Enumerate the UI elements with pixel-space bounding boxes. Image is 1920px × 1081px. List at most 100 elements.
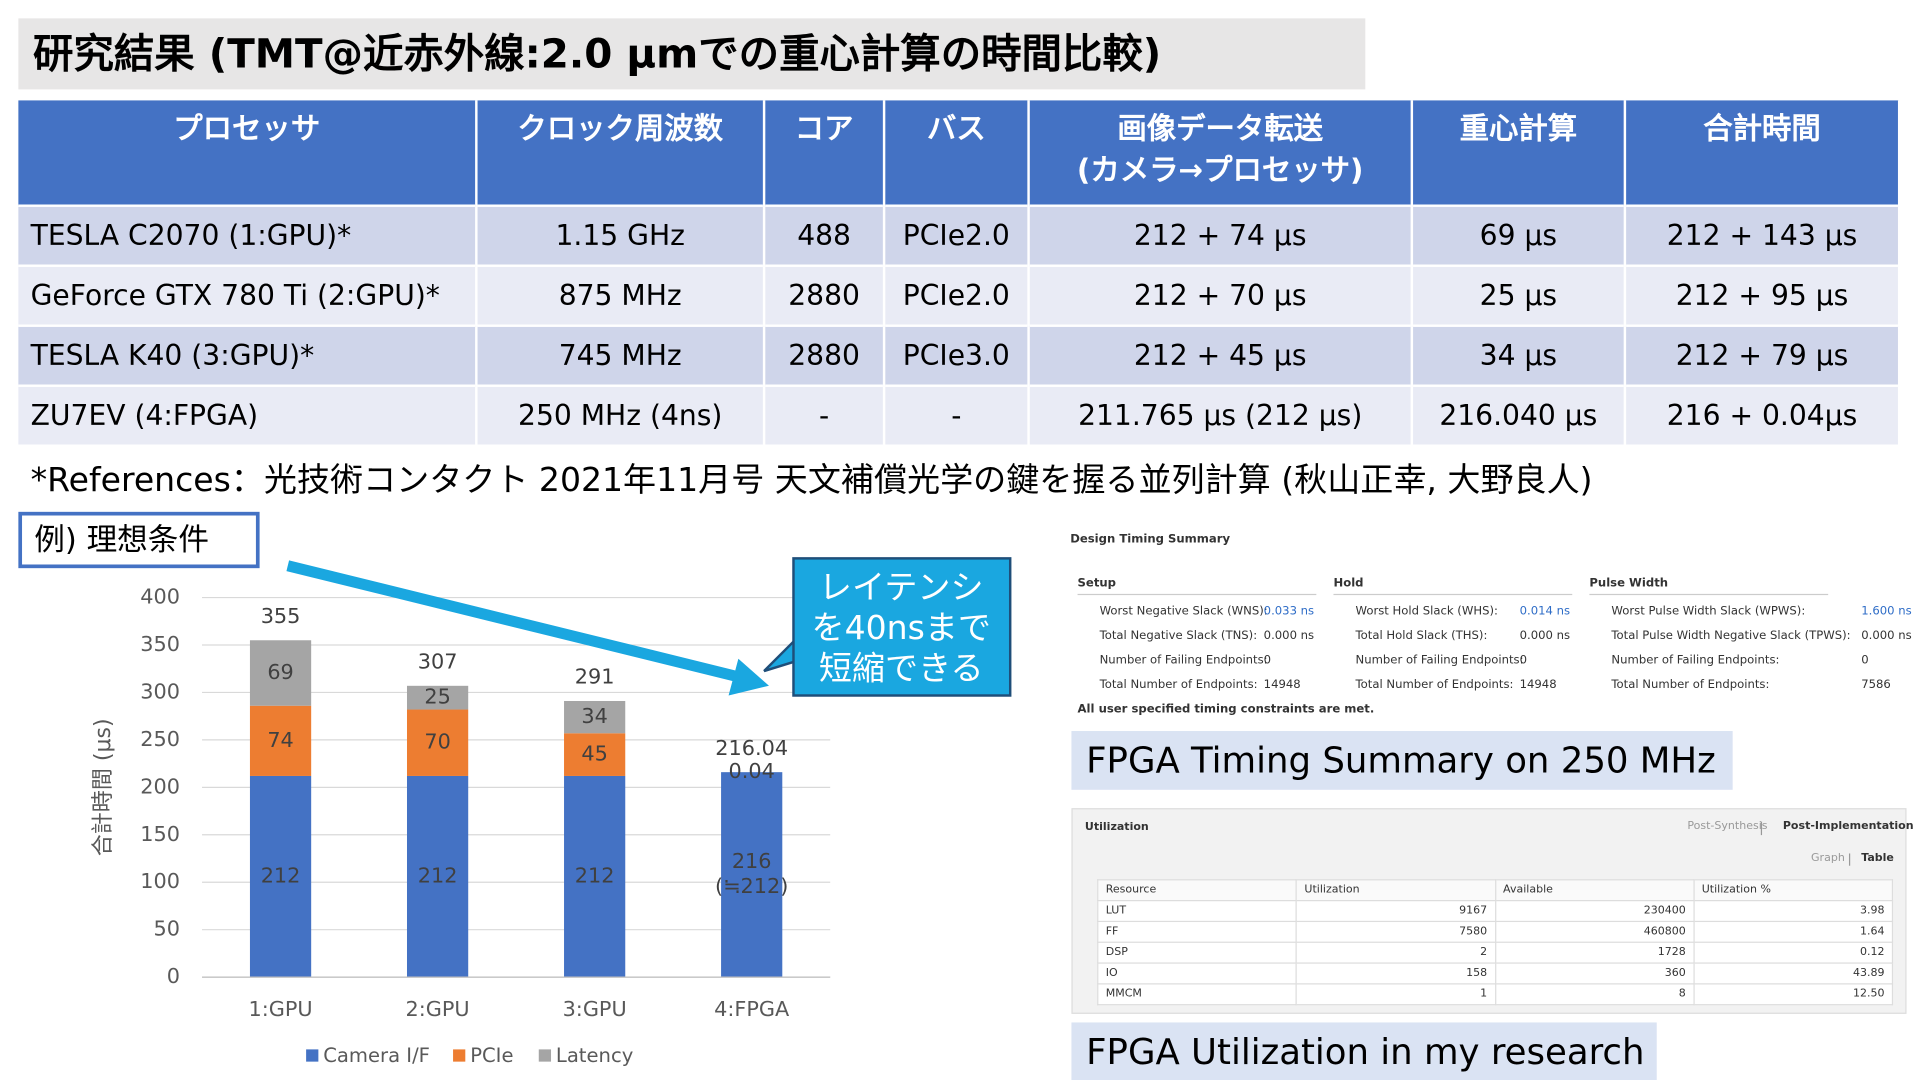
metric-value: 0 — [1264, 654, 1271, 667]
metric-value: 1.600 ns — [1861, 605, 1911, 618]
group-heading: Hold — [1333, 577, 1572, 595]
utilization-cell: 3.98 — [1694, 901, 1893, 922]
y-tick-label: 350 — [140, 632, 180, 656]
metric-label: Total Number of Endpoints: — [1356, 678, 1514, 691]
x-tick-label: 3:GPU — [563, 997, 627, 1021]
arrow-head — [729, 659, 769, 696]
legend-label: PCIe — [470, 1044, 513, 1067]
metric-value: 0.014 ns — [1520, 605, 1570, 618]
y-tick-label: 150 — [140, 822, 180, 846]
timing-caption: FPGA Timing Summary on 250 MHz — [1071, 731, 1732, 790]
utilization-cell: 230400 — [1495, 901, 1694, 922]
y-tick-label: 300 — [140, 679, 180, 703]
metric-label: Total Pulse Width Negative Slack (TPWS): — [1611, 629, 1850, 642]
utilization-cell: 1.64 — [1694, 921, 1893, 942]
utilization-cell: IO — [1098, 963, 1297, 984]
tab-divider — [1761, 822, 1762, 835]
utilization-column: Utilization % — [1694, 880, 1893, 901]
y-tick-label: 100 — [140, 869, 180, 893]
legend-swatch — [453, 1049, 465, 1061]
total-label: 291 — [575, 665, 615, 689]
y-tick-label: 400 — [140, 585, 180, 609]
metric-label: Total Negative Slack (TNS): — [1100, 629, 1258, 642]
data-label: 45 — [581, 742, 607, 766]
metric-label: Total Number of Endpoints: — [1611, 678, 1769, 691]
data-label: 25 — [424, 685, 450, 709]
data-label: 74 — [267, 728, 293, 752]
total-label: 307 — [418, 650, 458, 674]
metric-value: 0 — [1520, 654, 1527, 667]
utilization-cell: 9167 — [1296, 901, 1495, 922]
x-tick-label: 2:GPU — [406, 997, 470, 1021]
tab: Post-Synthesis — [1687, 820, 1767, 832]
legend-swatch — [306, 1049, 318, 1061]
utilization-cell: 460800 — [1495, 921, 1694, 942]
utilization-cell: 43.89 — [1694, 963, 1893, 984]
metric-value: 14948 — [1520, 678, 1557, 691]
data-label: 212 — [418, 864, 458, 888]
data-label: 212 — [261, 864, 301, 888]
legend-swatch — [539, 1049, 551, 1061]
view-option: Table — [1861, 852, 1894, 864]
view-divider — [1849, 853, 1850, 865]
metric-label: Number of Failing Endpoints: — [1356, 654, 1524, 667]
metric-label: Total Hold Slack (THS): — [1356, 629, 1488, 642]
timing-footer: All user specified timing constraints ar… — [1078, 703, 1375, 716]
utilization-cell: LUT — [1098, 901, 1297, 922]
data-label: 70 — [424, 730, 450, 754]
utilization-column: Utilization — [1296, 880, 1495, 901]
utilization-cell: 7580 — [1296, 921, 1495, 942]
data-label: 0.04 — [729, 759, 775, 783]
y-tick-label: 250 — [140, 727, 180, 751]
tab: Post-Implementation — [1783, 820, 1914, 832]
group-heading: Setup — [1078, 577, 1317, 595]
data-label: 34 — [581, 704, 607, 728]
callout-text: レイテンシ — [819, 567, 984, 606]
utilization-cell: MMCM — [1098, 984, 1297, 1005]
metric-label: Number of Failing Endpoints: — [1100, 654, 1268, 667]
data-label: 69 — [267, 660, 293, 684]
metric-label: Worst Hold Slack (WHS): — [1356, 605, 1498, 618]
utilization-title: Utilization — [1085, 822, 1149, 834]
metric-value: 0.000 ns — [1264, 629, 1314, 642]
arrow-shaft — [288, 566, 735, 676]
metric-value: 0.033 ns — [1264, 605, 1314, 618]
callout-pointer — [764, 639, 796, 671]
utilization-cell: 1 — [1296, 984, 1495, 1005]
callout-text: 短縮できる — [819, 648, 984, 687]
utilization-cell: DSP — [1098, 942, 1297, 963]
group-heading: Pulse Width — [1589, 577, 1828, 595]
utilization-cell: FF — [1098, 921, 1297, 942]
data-label: 212 — [575, 864, 615, 888]
x-tick-label: 4:FPGA — [714, 997, 790, 1021]
total-label: 355 — [261, 604, 301, 628]
metric-value: 7586 — [1861, 678, 1891, 691]
utilization-cell: 1728 — [1495, 942, 1694, 963]
metric-value: 14948 — [1264, 678, 1301, 691]
metric-label: Number of Failing Endpoints: — [1611, 654, 1779, 667]
y-tick-label: 0 — [167, 964, 180, 988]
metric-value: 0 — [1861, 654, 1868, 667]
legend-label: Latency — [556, 1044, 633, 1067]
metric-label: Worst Pulse Width Slack (WPWS): — [1611, 605, 1805, 618]
y-tick-label: 50 — [154, 917, 180, 941]
timing-title: Design Timing Summary — [1070, 533, 1230, 546]
utilization-caption: FPGA Utilization in my research — [1071, 1022, 1656, 1080]
utilization-cell: 12.50 — [1694, 984, 1893, 1005]
utilization-column: Available — [1495, 880, 1694, 901]
utilization-cell: 360 — [1495, 963, 1694, 984]
callout-text: を40nsまで — [812, 608, 991, 647]
utilization-cell: 2 — [1296, 942, 1495, 963]
metric-value: 0.000 ns — [1520, 629, 1570, 642]
legend-label: Camera I/F — [323, 1044, 430, 1067]
y-axis-label: 合計時間 (μs) — [91, 718, 116, 856]
y-tick-label: 200 — [140, 774, 180, 798]
